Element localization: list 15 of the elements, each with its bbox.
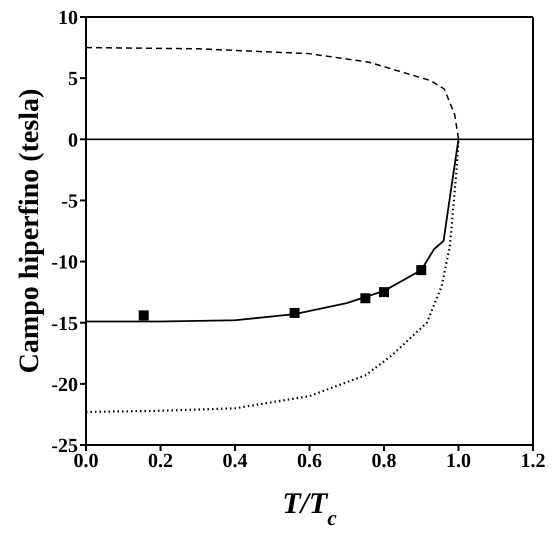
y-tick-label: -15 xyxy=(51,312,78,335)
y-tick-label: -10 xyxy=(51,252,78,274)
x-tick-label: 0.4 xyxy=(222,450,248,472)
x-tick-label: 0.6 xyxy=(297,450,322,472)
x-tick-label: 0.2 xyxy=(148,450,173,472)
x-tick-label: 1.2 xyxy=(520,450,546,472)
x-axis-title: T/T$_{c}$ xyxy=(282,487,338,530)
y-tick-label: -20 xyxy=(51,374,78,396)
y-axis-title: Campo hiperfino (tesla) xyxy=(14,88,45,374)
x-tick-label: 0.8 xyxy=(372,450,396,472)
y-tick-label: -5 xyxy=(61,190,78,213)
y-tick-label: 5 xyxy=(68,68,78,90)
x-tick-label: 1.0 xyxy=(446,450,471,472)
y-tick-label: 10 xyxy=(58,7,78,30)
y-tick-label: 0 xyxy=(68,129,78,152)
